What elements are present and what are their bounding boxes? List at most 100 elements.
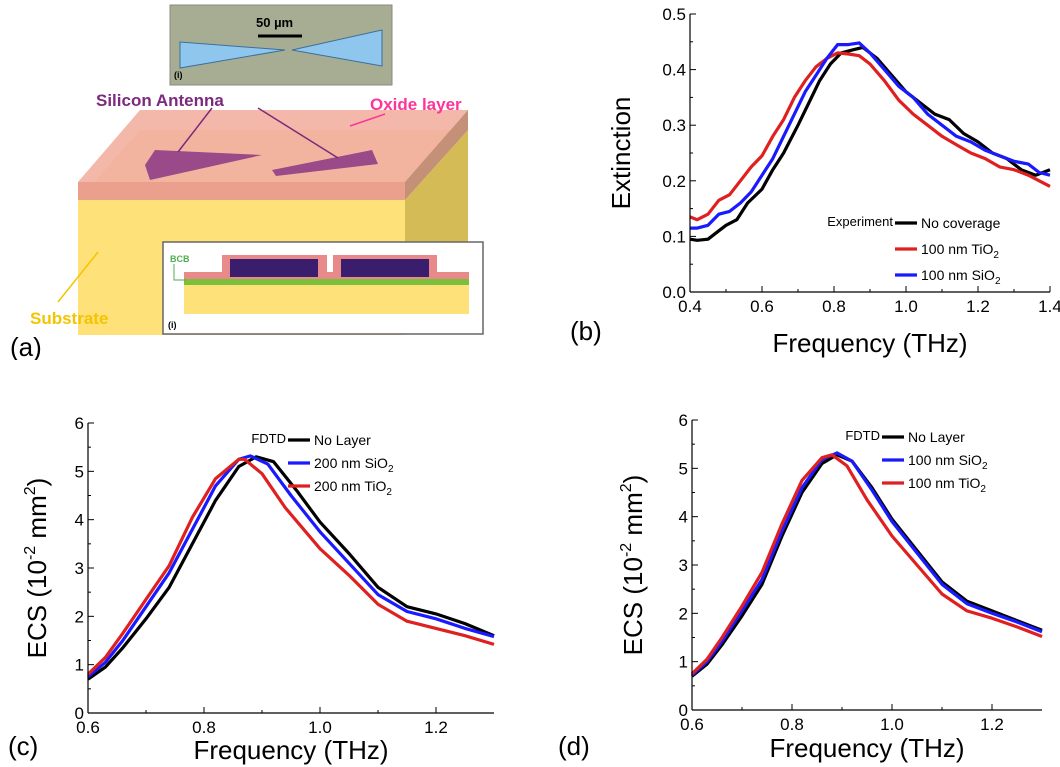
y-tick-label: 4	[75, 511, 84, 530]
legend-entry-sub: 2	[982, 461, 988, 472]
oxide-label: Oxide layer	[370, 95, 462, 114]
x-tick-label: 0.6	[680, 715, 704, 734]
chart-b: 0.4 0.6 0.8 1.0 1.2 1.4 0.0 0.1 0.2 0.3 0.4 0.5 Freq…	[570, 5, 1060, 358]
x-tick-label: 0.6	[76, 718, 100, 737]
inset-antenna-1	[230, 259, 318, 277]
legend-entry-1: 100 nm SiO2	[908, 452, 988, 472]
legend-entry-text: No Layer	[908, 429, 965, 445]
legend-entry-0: No Layer	[314, 432, 371, 448]
inset-bcb	[184, 279, 469, 285]
micrograph-tag: (i)	[174, 70, 183, 80]
legend-title: FDTD	[845, 428, 880, 443]
y-axis-label-part: mm	[618, 492, 648, 543]
legend-entry-sub: 2	[995, 276, 1001, 287]
y-axis-label-part: )	[22, 478, 52, 487]
y-tick-label: 3	[75, 559, 84, 578]
x-tick-label: 1.0	[308, 718, 332, 737]
y-tick-label: 0	[679, 701, 688, 720]
y-axis-label-part: mm	[22, 495, 52, 546]
legend-entry-sub: 2	[980, 484, 986, 495]
y-axis-label-sup: 2	[22, 486, 39, 495]
x-tick-label: 1.0	[880, 715, 904, 734]
y-tick-label: 1	[75, 656, 84, 675]
y-tick-label: 0	[75, 704, 84, 723]
x-axis-label: Frequency (THz)	[193, 735, 388, 765]
series-line-1	[690, 451, 1043, 677]
legend-entry-text: 200 nm TiO	[314, 478, 386, 494]
y-tick-label: 4	[679, 508, 688, 527]
series-line-0	[690, 453, 1043, 678]
y-tick-label: 1	[679, 653, 688, 672]
legend-entry-text: 100 nm TiO	[908, 475, 980, 491]
y-axis-label-sup: -2	[22, 546, 39, 560]
series-line-2	[86, 457, 495, 676]
substrate-label: Substrate	[30, 309, 108, 328]
substrate-arrow	[57, 251, 99, 303]
x-tick-label: 0.8	[822, 297, 846, 316]
legend-entry-2: 200 nm TiO2	[314, 478, 392, 498]
bcb-arrow	[173, 264, 186, 281]
y-tick-label: 6	[679, 411, 688, 430]
y-axis-label-sup: -2	[618, 543, 635, 557]
panel-label: (b)	[570, 316, 602, 346]
antenna-arrow-1	[177, 107, 213, 153]
y-tick-label: 0.4	[662, 61, 686, 80]
panel-label: (c)	[8, 731, 38, 761]
legend-entry-2: 100 nm SiO2	[921, 267, 1001, 287]
legend-entry-sub: 2	[993, 250, 999, 261]
y-tick-label: 0.5	[662, 5, 686, 24]
y-axis-label: Extinction	[606, 97, 636, 210]
x-axis-label: Frequency (THz)	[769, 733, 964, 763]
oxide-side	[405, 110, 468, 200]
micrograph-antenna-right	[291, 29, 383, 67]
legend-entry-0: No Layer	[908, 429, 965, 445]
x-tick-label: 0.8	[780, 715, 804, 734]
y-axis-label: ECS (10-2 mm2)	[618, 475, 648, 656]
x-tick-label: 1.0	[894, 297, 918, 316]
y-tick-label: 0.1	[662, 227, 686, 246]
antenna-arrow-2	[257, 107, 339, 159]
y-axis-label: ECS (10-2 mm2)	[22, 478, 52, 659]
y-tick-label: 2	[679, 604, 688, 623]
legend-title: Experiment	[827, 214, 893, 229]
legend-entry-text: No coverage	[921, 215, 1001, 231]
y-tick-label: 2	[75, 607, 84, 626]
x-tick-label: 1.4	[1038, 297, 1060, 316]
y-axis-label-sup: 2	[618, 483, 635, 492]
panel-label: (d)	[558, 731, 590, 761]
series-line-1	[689, 51, 1051, 222]
y-tick-label: 0.2	[662, 172, 686, 191]
y-tick-label: 6	[75, 414, 84, 433]
series-line-0	[689, 45, 1051, 242]
legend-entry-0: No coverage	[921, 215, 1001, 231]
legend-entry-text: 100 nm SiO	[921, 267, 995, 283]
legend-entry-2: 100 nm TiO2	[908, 475, 986, 495]
y-tick-label: 5	[75, 462, 84, 481]
oxide-arrow	[349, 113, 386, 127]
series-line-1	[86, 454, 495, 679]
antenna-label: Silicon Antenna	[96, 91, 224, 110]
y-tick-label: 0.0	[662, 283, 686, 302]
inset-antenna-2	[341, 259, 429, 277]
y-tick-label: 3	[679, 556, 688, 575]
bcb-label: BCB	[170, 254, 190, 264]
y-axis-label-part: ECS (10	[22, 560, 52, 658]
x-tick-label: 1.2	[966, 297, 990, 316]
series-line-0	[87, 455, 495, 681]
x-tick-label: 0.6	[750, 297, 774, 316]
panel-a-label: (a)	[10, 332, 42, 360]
chart-d: 0.6 0.8 1.0 1.2 0 1 2 3 4 5 6 Frequency (THz) ECS (1…	[558, 411, 1043, 763]
legend-entry-1: 200 nm SiO2	[314, 455, 394, 475]
legend-entry-text: No Layer	[314, 432, 371, 448]
oxide-front	[78, 182, 405, 200]
y-tick-label: 0.3	[662, 116, 686, 135]
legend-entry-text: 100 nm SiO	[908, 452, 982, 468]
chart-c: 0.6 0.8 1.0 1.2 0 1 2 3 4 5 6 Frequency (THz) ECS (1…	[8, 414, 495, 765]
legend-entry-text: 200 nm SiO	[314, 455, 388, 471]
legend-title: FDTD	[251, 431, 286, 446]
scale-bar-label: 50 µm	[256, 15, 293, 30]
series-line-2	[690, 453, 1043, 675]
legend-entry-text: 100 nm TiO	[921, 241, 993, 257]
inset-substrate	[184, 285, 469, 314]
